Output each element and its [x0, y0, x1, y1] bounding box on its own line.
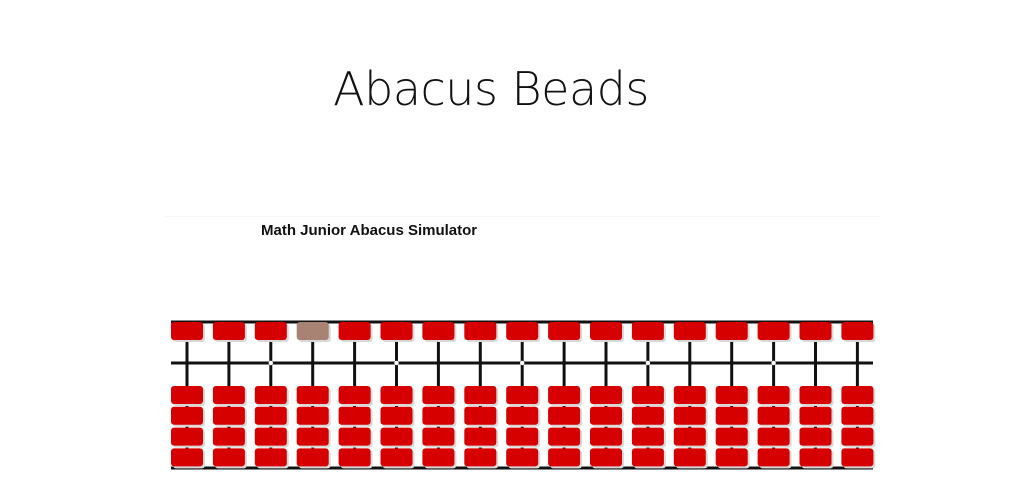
lower-bead[interactable] [799, 448, 832, 467]
lower-bead[interactable] [841, 386, 874, 404]
lower-bead[interactable] [254, 386, 287, 404]
lower-bead[interactable] [254, 448, 287, 467]
lower-bead[interactable] [631, 406, 664, 425]
lower-bead[interactable] [296, 386, 329, 404]
lower-bead[interactable] [422, 427, 455, 446]
lower-bead[interactable] [757, 386, 790, 404]
lower-bead[interactable] [171, 427, 203, 446]
lower-bead[interactable] [171, 406, 203, 425]
lower-bead[interactable] [422, 406, 455, 425]
lower-bead[interactable] [506, 406, 539, 425]
lower-bead[interactable] [673, 406, 706, 425]
lower-bead[interactable] [338, 427, 371, 446]
lower-bead[interactable] [296, 406, 329, 425]
upper-bead[interactable] [548, 322, 581, 340]
lower-bead[interactable] [212, 386, 245, 404]
upper-bead[interactable] [254, 322, 287, 340]
upper-bead[interactable] [296, 322, 329, 340]
abacus-simulator-panel: Math Junior Abacus Simulator [165, 216, 880, 479]
upper-bead[interactable] [422, 322, 455, 340]
upper-bead[interactable] [464, 322, 497, 340]
lower-bead[interactable] [171, 386, 203, 404]
lower-bead[interactable] [799, 406, 832, 425]
lower-bead[interactable] [171, 448, 203, 467]
upper-bead[interactable] [212, 322, 245, 340]
lower-bead[interactable] [380, 448, 413, 467]
upper-bead[interactable] [841, 322, 874, 340]
upper-bead[interactable] [799, 322, 832, 340]
lower-bead[interactable] [296, 427, 329, 446]
upper-bead[interactable] [673, 322, 706, 340]
lower-bead[interactable] [715, 406, 748, 425]
upper-bead[interactable] [757, 322, 790, 340]
upper-bead[interactable] [631, 322, 664, 340]
upper-bead[interactable] [506, 322, 539, 340]
lower-bead[interactable] [464, 406, 497, 425]
lower-bead[interactable] [631, 386, 664, 404]
lower-bead[interactable] [631, 427, 664, 446]
lower-bead[interactable] [799, 386, 832, 404]
lower-bead[interactable] [296, 448, 329, 467]
lower-bead[interactable] [590, 386, 622, 404]
lower-bead[interactable] [506, 448, 539, 467]
upper-bead[interactable] [338, 322, 371, 340]
lower-bead[interactable] [254, 427, 287, 446]
lower-bead[interactable] [380, 427, 413, 446]
lower-bead[interactable] [464, 427, 497, 446]
upper-bead[interactable] [715, 322, 748, 340]
lower-bead[interactable] [548, 448, 581, 467]
abacus [171, 320, 876, 470]
lower-bead[interactable] [506, 427, 539, 446]
lower-bead[interactable] [715, 386, 748, 404]
lower-bead[interactable] [715, 448, 748, 467]
lower-bead[interactable] [422, 386, 455, 404]
lower-bead[interactable] [380, 386, 413, 404]
lower-bead[interactable] [212, 406, 245, 425]
lower-bead[interactable] [757, 427, 790, 446]
lower-bead[interactable] [841, 448, 874, 467]
lower-bead[interactable] [548, 427, 581, 446]
lower-bead[interactable] [590, 406, 622, 425]
lower-bead[interactable] [212, 427, 245, 446]
lower-bead[interactable] [338, 448, 371, 467]
simulator-title: Math Junior Abacus Simulator [261, 222, 478, 239]
lower-bead[interactable] [254, 406, 287, 425]
upper-bead[interactable] [590, 322, 622, 340]
lower-bead[interactable] [841, 406, 874, 425]
lower-bead[interactable] [673, 386, 706, 404]
lower-bead[interactable] [757, 406, 790, 425]
unit-marker-dot [394, 360, 399, 366]
lower-bead[interactable] [590, 427, 622, 446]
lower-bead[interactable] [422, 448, 455, 467]
lower-bead[interactable] [673, 448, 706, 467]
lower-bead[interactable] [757, 448, 790, 467]
lower-bead[interactable] [464, 386, 497, 404]
lower-bead[interactable] [548, 386, 581, 404]
unit-marker-dot [520, 360, 525, 366]
page-title: Abacus Beads [333, 62, 649, 116]
lower-bead[interactable] [673, 427, 706, 446]
lower-bead[interactable] [799, 427, 832, 446]
upper-bead[interactable] [380, 322, 413, 340]
unit-marker-dot [268, 360, 273, 366]
lower-bead[interactable] [631, 448, 664, 467]
lower-bead[interactable] [590, 448, 622, 467]
lower-bead[interactable] [506, 386, 539, 404]
lower-bead[interactable] [380, 406, 413, 425]
lower-bead[interactable] [715, 427, 748, 446]
lower-bead[interactable] [548, 406, 581, 425]
lower-bead[interactable] [212, 448, 245, 467]
lower-bead[interactable] [464, 448, 497, 467]
lower-bead[interactable] [841, 427, 874, 446]
upper-bead[interactable] [171, 322, 203, 340]
unit-marker-dot [771, 360, 776, 366]
unit-marker-dot [645, 360, 651, 366]
lower-bead[interactable] [338, 386, 371, 404]
lower-bead[interactable] [338, 406, 371, 425]
